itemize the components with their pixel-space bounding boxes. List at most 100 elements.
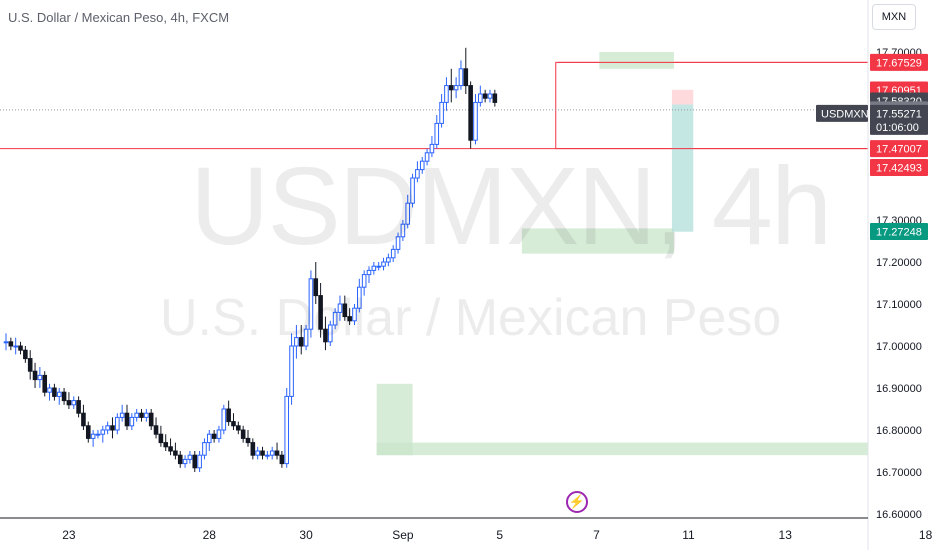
candle-body xyxy=(308,278,314,330)
y-tick-label: 16.80000 xyxy=(876,425,922,437)
flash-icon[interactable]: ⚡ xyxy=(566,491,588,513)
candle-body xyxy=(269,450,275,456)
candle-body xyxy=(313,278,319,297)
candle-body xyxy=(357,286,362,309)
candle-body xyxy=(148,412,154,427)
x-tick-label: 28 xyxy=(203,528,217,542)
candle-body xyxy=(56,391,62,397)
candle-body xyxy=(332,311,338,326)
x-tick-label: 23 xyxy=(62,528,76,542)
y-tick-label: 17.00000 xyxy=(876,341,922,353)
candle-body xyxy=(424,152,430,162)
candle-body xyxy=(139,412,144,418)
candle-body xyxy=(187,454,193,460)
candle-body xyxy=(323,328,328,343)
candle-body xyxy=(168,446,173,452)
x-tick-label: 18 xyxy=(919,528,932,542)
candle-body xyxy=(284,395,290,465)
currency-button[interactable]: MXN xyxy=(872,4,916,30)
candle-body xyxy=(255,450,260,456)
candle-body xyxy=(71,400,77,406)
price-label: 17.55271 xyxy=(876,108,922,120)
zone-green xyxy=(376,383,413,456)
chart-title: U.S. Dollar / Mexican Peso, 4h, FXCM xyxy=(8,10,230,25)
candle-body xyxy=(482,93,488,99)
candle-body xyxy=(81,412,86,427)
x-tick-label: 5 xyxy=(496,528,503,542)
x-tick-label: Sep xyxy=(392,528,414,542)
candle-body xyxy=(458,68,464,87)
price-label-box xyxy=(870,223,928,241)
price-label: 17.42493 xyxy=(876,163,922,175)
candle-body xyxy=(144,412,149,418)
candle-body xyxy=(95,433,101,436)
candle-body xyxy=(453,85,459,91)
x-tick-label: 13 xyxy=(779,528,793,542)
candle-body xyxy=(245,437,251,444)
candle-body xyxy=(216,429,222,439)
candle-body xyxy=(347,316,352,322)
zone-teal xyxy=(671,104,694,232)
candle-body xyxy=(18,345,23,351)
candle-body xyxy=(76,400,81,414)
price-label: 17.67529 xyxy=(876,57,922,69)
candle-body xyxy=(492,93,498,103)
y-tick-label: 16.60000 xyxy=(876,509,922,521)
candle-body xyxy=(37,374,43,381)
candle-body xyxy=(366,269,372,276)
candle-body xyxy=(182,458,188,465)
candle-body xyxy=(32,370,38,381)
x-tick-label: 11 xyxy=(682,528,695,542)
zone-green xyxy=(376,442,868,456)
watermark-symbol: USDMXN, 4h xyxy=(190,145,832,268)
candle-body xyxy=(27,358,33,372)
y-tick-label: 16.90000 xyxy=(876,383,922,395)
price-label-box xyxy=(870,159,928,177)
candle-body xyxy=(419,160,425,171)
candle-body xyxy=(337,303,343,313)
candle-body xyxy=(405,202,411,225)
candle-body xyxy=(90,433,96,439)
price-label-box xyxy=(870,53,928,71)
candle-body xyxy=(177,454,183,465)
candle-body xyxy=(318,295,323,330)
candle-body xyxy=(173,450,178,456)
candle-body xyxy=(294,337,299,347)
candle-body xyxy=(478,93,483,103)
candle-body xyxy=(236,425,241,431)
candle-body xyxy=(352,307,357,322)
candle-body xyxy=(119,412,125,418)
x-tick-label: 30 xyxy=(299,528,313,542)
x-tick-label: 7 xyxy=(593,528,600,542)
candle-body xyxy=(439,101,444,124)
candle-body xyxy=(105,425,110,431)
candle-body xyxy=(376,265,381,268)
candle-body xyxy=(153,425,159,435)
candle-body xyxy=(381,261,386,267)
candle-body xyxy=(206,433,212,444)
y-tick-label: 17.20000 xyxy=(876,257,922,269)
candle-body xyxy=(47,387,52,393)
candle-body xyxy=(468,85,473,141)
candle-body xyxy=(240,429,246,439)
candle-body xyxy=(8,341,14,347)
candle-body xyxy=(327,324,333,343)
candle-body xyxy=(100,429,106,435)
candle-body xyxy=(3,341,9,344)
candle-body xyxy=(61,391,67,402)
candle-body xyxy=(211,433,217,439)
candle-body xyxy=(124,412,130,427)
candle-body xyxy=(129,416,135,427)
price-label: 17.47007 xyxy=(876,144,922,156)
candle-body xyxy=(390,248,396,259)
candle-body xyxy=(434,122,440,145)
candle-body xyxy=(197,454,202,469)
candle-body xyxy=(202,442,207,456)
candle-body xyxy=(192,454,198,469)
candle-body xyxy=(265,454,270,457)
candle-body xyxy=(52,387,57,397)
price-label-box xyxy=(870,104,928,135)
candle-body xyxy=(415,169,420,179)
candle-body xyxy=(410,177,415,204)
